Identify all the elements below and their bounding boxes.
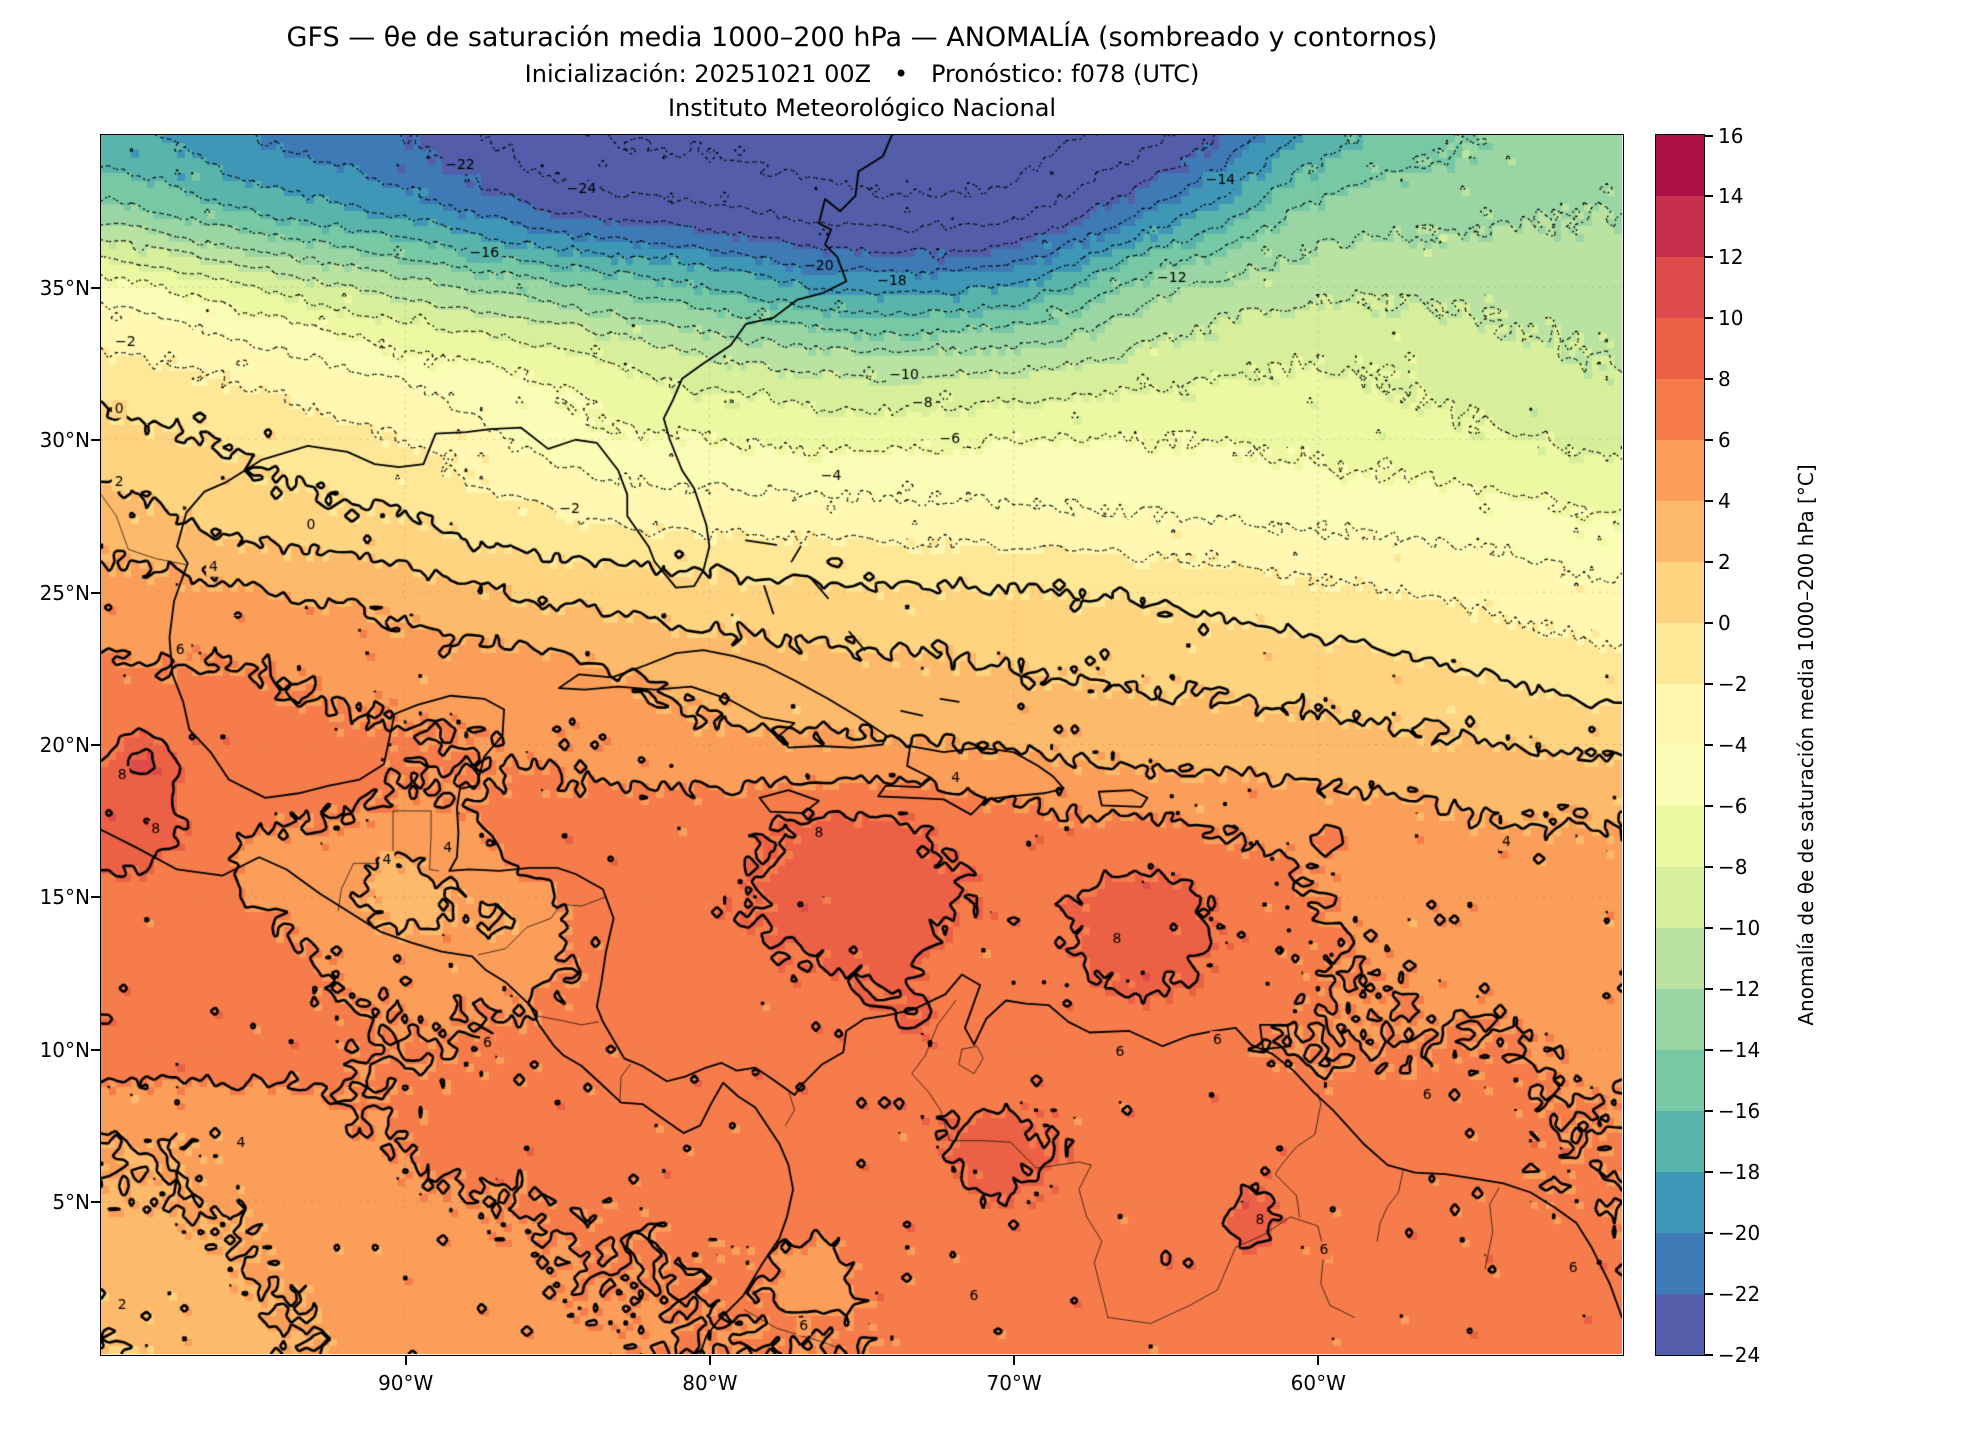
chart-subtitle-institution: Instituto Meteorológico Nacional	[667, 94, 1057, 122]
colorbar-segment	[1656, 318, 1704, 379]
colorbar-tick-label: −14	[1718, 1037, 1761, 1062]
x-tick-mark	[404, 1356, 407, 1365]
colorbar-tick-label: −10	[1718, 915, 1761, 940]
colorbar-tick-label: 6	[1718, 428, 1731, 453]
chart-title: GFS — θe de saturación media 1000–200 hP…	[286, 22, 1438, 53]
colorbar-tick-label: −2	[1718, 672, 1748, 697]
colorbar-segment	[1656, 1050, 1704, 1111]
colorbar-tick-mark	[1705, 256, 1713, 259]
colorbar-tick-mark	[1705, 683, 1713, 686]
colorbar-tick-label: −16	[1718, 1098, 1761, 1123]
colorbar-tick-mark	[1705, 865, 1713, 868]
y-tick-mark	[91, 286, 100, 289]
colorbar-segment	[1656, 806, 1704, 867]
colorbar-tick-mark	[1705, 317, 1713, 320]
colorbar-tick-mark	[1705, 134, 1713, 137]
colorbar-tick-mark	[1705, 804, 1713, 807]
colorbar-segment	[1656, 745, 1704, 806]
colorbar-segment	[1656, 196, 1704, 257]
colorbar-segment	[1656, 562, 1704, 623]
y-tick-label: 20°N	[39, 733, 90, 757]
colorbar-segment	[1656, 623, 1704, 684]
colorbar-tick-mark	[1705, 1292, 1713, 1295]
colorbar-segment	[1656, 867, 1704, 928]
y-tick-label: 35°N	[39, 275, 90, 300]
colorbar-tick-label: −24	[1718, 1342, 1761, 1367]
colorbar-tick-mark	[1705, 926, 1713, 929]
colorbar-segment	[1656, 1111, 1704, 1172]
y-tick-label: 15°N	[39, 885, 90, 910]
colorbar-tick-mark	[1705, 561, 1713, 564]
colorbar-tick-label: 4	[1718, 489, 1731, 514]
colorbar-segment	[1656, 1172, 1704, 1233]
colorbar	[1655, 134, 1705, 1356]
colorbar-tick-mark	[1705, 1170, 1713, 1173]
colorbar-tick-label: 10	[1718, 306, 1744, 331]
colorbar-tick-label: −22	[1718, 1281, 1761, 1306]
y-tick-mark	[91, 439, 100, 442]
x-tick-label: 80°W	[682, 1371, 738, 1395]
colorbar-tick-label: 2	[1718, 550, 1731, 575]
anomaly-map-canvas	[101, 135, 1622, 1354]
colorbar-tick-label: 16	[1718, 123, 1744, 148]
colorbar-segment	[1656, 928, 1704, 989]
colorbar-tick-mark	[1705, 987, 1713, 990]
colorbar-tick-mark	[1705, 622, 1713, 625]
colorbar-tick-label: 14	[1718, 184, 1744, 209]
colorbar-tick-label: −6	[1718, 793, 1748, 818]
colorbar-segment	[1656, 1233, 1704, 1294]
colorbar-segment	[1656, 501, 1704, 562]
y-tick-label: 5°N	[52, 1190, 90, 1215]
colorbar-segment	[1656, 989, 1704, 1050]
y-tick-label: 10°N	[39, 1037, 90, 1062]
colorbar-tick-mark	[1705, 1048, 1713, 1051]
colorbar-segment	[1656, 1294, 1704, 1355]
x-tick-mark	[1317, 1356, 1320, 1365]
colorbar-tick-mark	[1705, 1353, 1713, 1356]
chart-subtitle-init-forecast: Inicialización: 20251021 00Z • Pronóstic…	[524, 60, 1200, 88]
y-tick-mark	[91, 896, 100, 899]
colorbar-tick-label: 8	[1718, 367, 1731, 392]
colorbar-tick-mark	[1705, 744, 1713, 746]
map-plot-area	[100, 134, 1624, 1356]
colorbar-tick-label: 12	[1718, 245, 1744, 270]
y-tick-label: 30°N	[39, 428, 90, 453]
colorbar-segment	[1656, 684, 1704, 745]
colorbar-tick-mark	[1705, 195, 1713, 198]
colorbar-segment	[1656, 440, 1704, 501]
y-tick-mark	[91, 1048, 100, 1051]
colorbar-tick-label: −12	[1718, 976, 1761, 1001]
y-tick-label: 25°N	[39, 580, 90, 605]
colorbar-tick-label: 0	[1718, 611, 1731, 636]
colorbar-tick-mark	[1705, 1231, 1713, 1234]
colorbar-tick-mark	[1705, 1109, 1713, 1112]
colorbar-tick-mark	[1705, 500, 1713, 503]
colorbar-segment	[1656, 257, 1704, 318]
y-tick-mark	[91, 1201, 100, 1204]
colorbar-axis-label: Anomalía de θe de saturación media 1000–…	[1794, 464, 1818, 1026]
y-tick-mark	[91, 591, 100, 594]
colorbar-tick-mark	[1705, 439, 1713, 442]
colorbar-tick-label: −20	[1718, 1220, 1761, 1245]
colorbar-tick-label: −18	[1718, 1159, 1761, 1184]
x-tick-label: 60°W	[1290, 1371, 1346, 1395]
colorbar-tick-mark	[1705, 378, 1713, 381]
colorbar-tick-label: −4	[1718, 733, 1748, 757]
colorbar-segment	[1656, 135, 1704, 196]
x-tick-mark	[1013, 1356, 1016, 1365]
x-tick-label: 70°W	[986, 1371, 1042, 1395]
x-tick-mark	[708, 1356, 711, 1365]
colorbar-segment	[1656, 379, 1704, 440]
colorbar-tick-label: −8	[1718, 854, 1748, 879]
y-tick-mark	[91, 744, 100, 746]
x-tick-label: 90°W	[378, 1371, 434, 1395]
